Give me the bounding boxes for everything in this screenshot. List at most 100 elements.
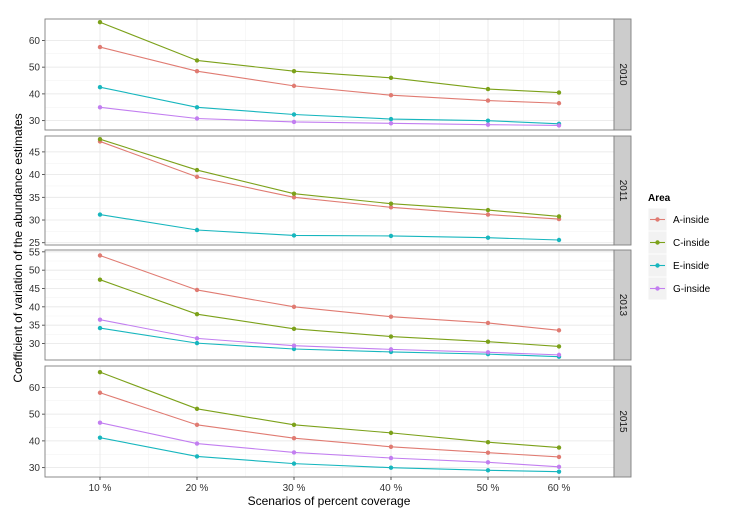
- data-point: [556, 90, 562, 95]
- data-point: [291, 304, 297, 310]
- y-tick-label: 55: [29, 247, 41, 258]
- x-tick-label: 60 %: [548, 483, 571, 494]
- data-point: [194, 340, 200, 346]
- data-point: [291, 436, 297, 441]
- series-c-inside: [97, 369, 562, 450]
- series-a-inside: [97, 253, 562, 333]
- y-tick-label: 45: [29, 284, 41, 295]
- data-point: [194, 58, 200, 63]
- y-tick-label: 40: [29, 436, 41, 447]
- x-tick-label: 50 %: [477, 483, 500, 494]
- facet-strip-label: 2013: [617, 294, 628, 317]
- facet-strip: [613, 18, 632, 131]
- legend-point: [655, 286, 660, 291]
- panel-background: [45, 366, 614, 477]
- data-point: [388, 430, 394, 436]
- data-point: [388, 201, 394, 206]
- data-point: [291, 450, 297, 455]
- data-point: [388, 455, 394, 461]
- data-point: [485, 86, 491, 92]
- data-point: [194, 116, 200, 121]
- data-point: [291, 343, 297, 348]
- data-point: [485, 460, 491, 465]
- data-point: [97, 277, 103, 282]
- data-point: [194, 174, 200, 180]
- y-tick-label: 30: [29, 463, 41, 474]
- data-point: [194, 68, 200, 74]
- y-tick-label: 35: [29, 193, 41, 204]
- data-point: [388, 121, 394, 126]
- data-point: [291, 119, 297, 125]
- legend-label: E-inside: [673, 261, 710, 272]
- y-tick-label: 40: [29, 89, 41, 100]
- y-tick-label: 30: [29, 216, 41, 227]
- series-e-inside: [97, 435, 562, 474]
- data-point: [485, 339, 491, 344]
- y-tick-label: 30: [29, 339, 41, 350]
- data-point: [97, 20, 103, 25]
- data-point: [556, 344, 562, 349]
- legend: Area A-inside C-inside E-inside G-inside: [647, 193, 711, 301]
- data-point: [291, 326, 297, 332]
- series-line: [99, 254, 560, 331]
- data-point: [556, 123, 562, 128]
- x-axis: 10 % 20 % 30 % 40 % 50 % 60 %: [89, 477, 571, 494]
- data-point: [556, 454, 562, 460]
- series-a-inside: [97, 44, 562, 106]
- y-tick-label: 25: [29, 238, 41, 249]
- data-point: [556, 101, 562, 106]
- legend-label: C-inside: [673, 238, 710, 249]
- data-point: [388, 75, 394, 81]
- series-line: [99, 140, 560, 220]
- data-point: [97, 44, 103, 50]
- data-point: [485, 98, 491, 103]
- series-e-inside: [97, 85, 562, 127]
- facet-panels: 30 40 50 60 2010 25 30 35 40 45 2011 30 35 40 45 50 55 20…: [29, 18, 632, 478]
- data-point: [556, 237, 562, 243]
- panel-2010: 30 40 50 60 2010: [29, 18, 632, 131]
- series-line: [99, 437, 560, 473]
- data-point: [97, 212, 103, 217]
- data-point: [485, 118, 491, 123]
- data-point: [556, 464, 562, 470]
- data-point: [194, 227, 200, 233]
- data-point: [291, 195, 297, 200]
- series-line: [99, 138, 560, 217]
- facet-strip-label: 2011: [617, 180, 628, 202]
- series-c-inside: [97, 136, 562, 219]
- data-point: [291, 346, 297, 352]
- data-point: [388, 205, 394, 210]
- data-point: [194, 311, 200, 317]
- legend-entry-e-inside: E-inside: [647, 253, 710, 278]
- legend-entry-a-inside: A-inside: [647, 207, 710, 232]
- data-point: [97, 325, 103, 331]
- data-point: [291, 112, 297, 117]
- panel-2015: 30 40 50 60 2015: [29, 365, 632, 478]
- data-point: [97, 85, 103, 90]
- data-point: [194, 454, 200, 459]
- data-point: [485, 350, 491, 355]
- panel-background: [45, 250, 614, 360]
- series-line: [99, 214, 560, 241]
- data-point: [388, 314, 394, 319]
- series-g-inside: [97, 420, 562, 470]
- series-c-inside: [97, 277, 562, 349]
- x-tick-label: 20 %: [186, 483, 209, 494]
- y-tick-label: 50: [29, 63, 41, 74]
- data-point: [388, 334, 394, 339]
- data-point: [194, 441, 200, 446]
- series-c-inside: [97, 20, 562, 95]
- facet-strip: [613, 249, 632, 361]
- y-tick-label: 50: [29, 266, 41, 277]
- facet-strip-label: 2010: [617, 63, 628, 86]
- legend-entry-c-inside: C-inside: [647, 230, 710, 255]
- data-point: [194, 406, 200, 411]
- facet-strip: [613, 135, 632, 246]
- x-tick-label: 40 %: [380, 483, 403, 494]
- data-point: [388, 465, 394, 470]
- data-point: [97, 369, 103, 375]
- series-a-inside: [97, 390, 562, 460]
- data-point: [556, 469, 562, 474]
- series-line: [99, 86, 560, 125]
